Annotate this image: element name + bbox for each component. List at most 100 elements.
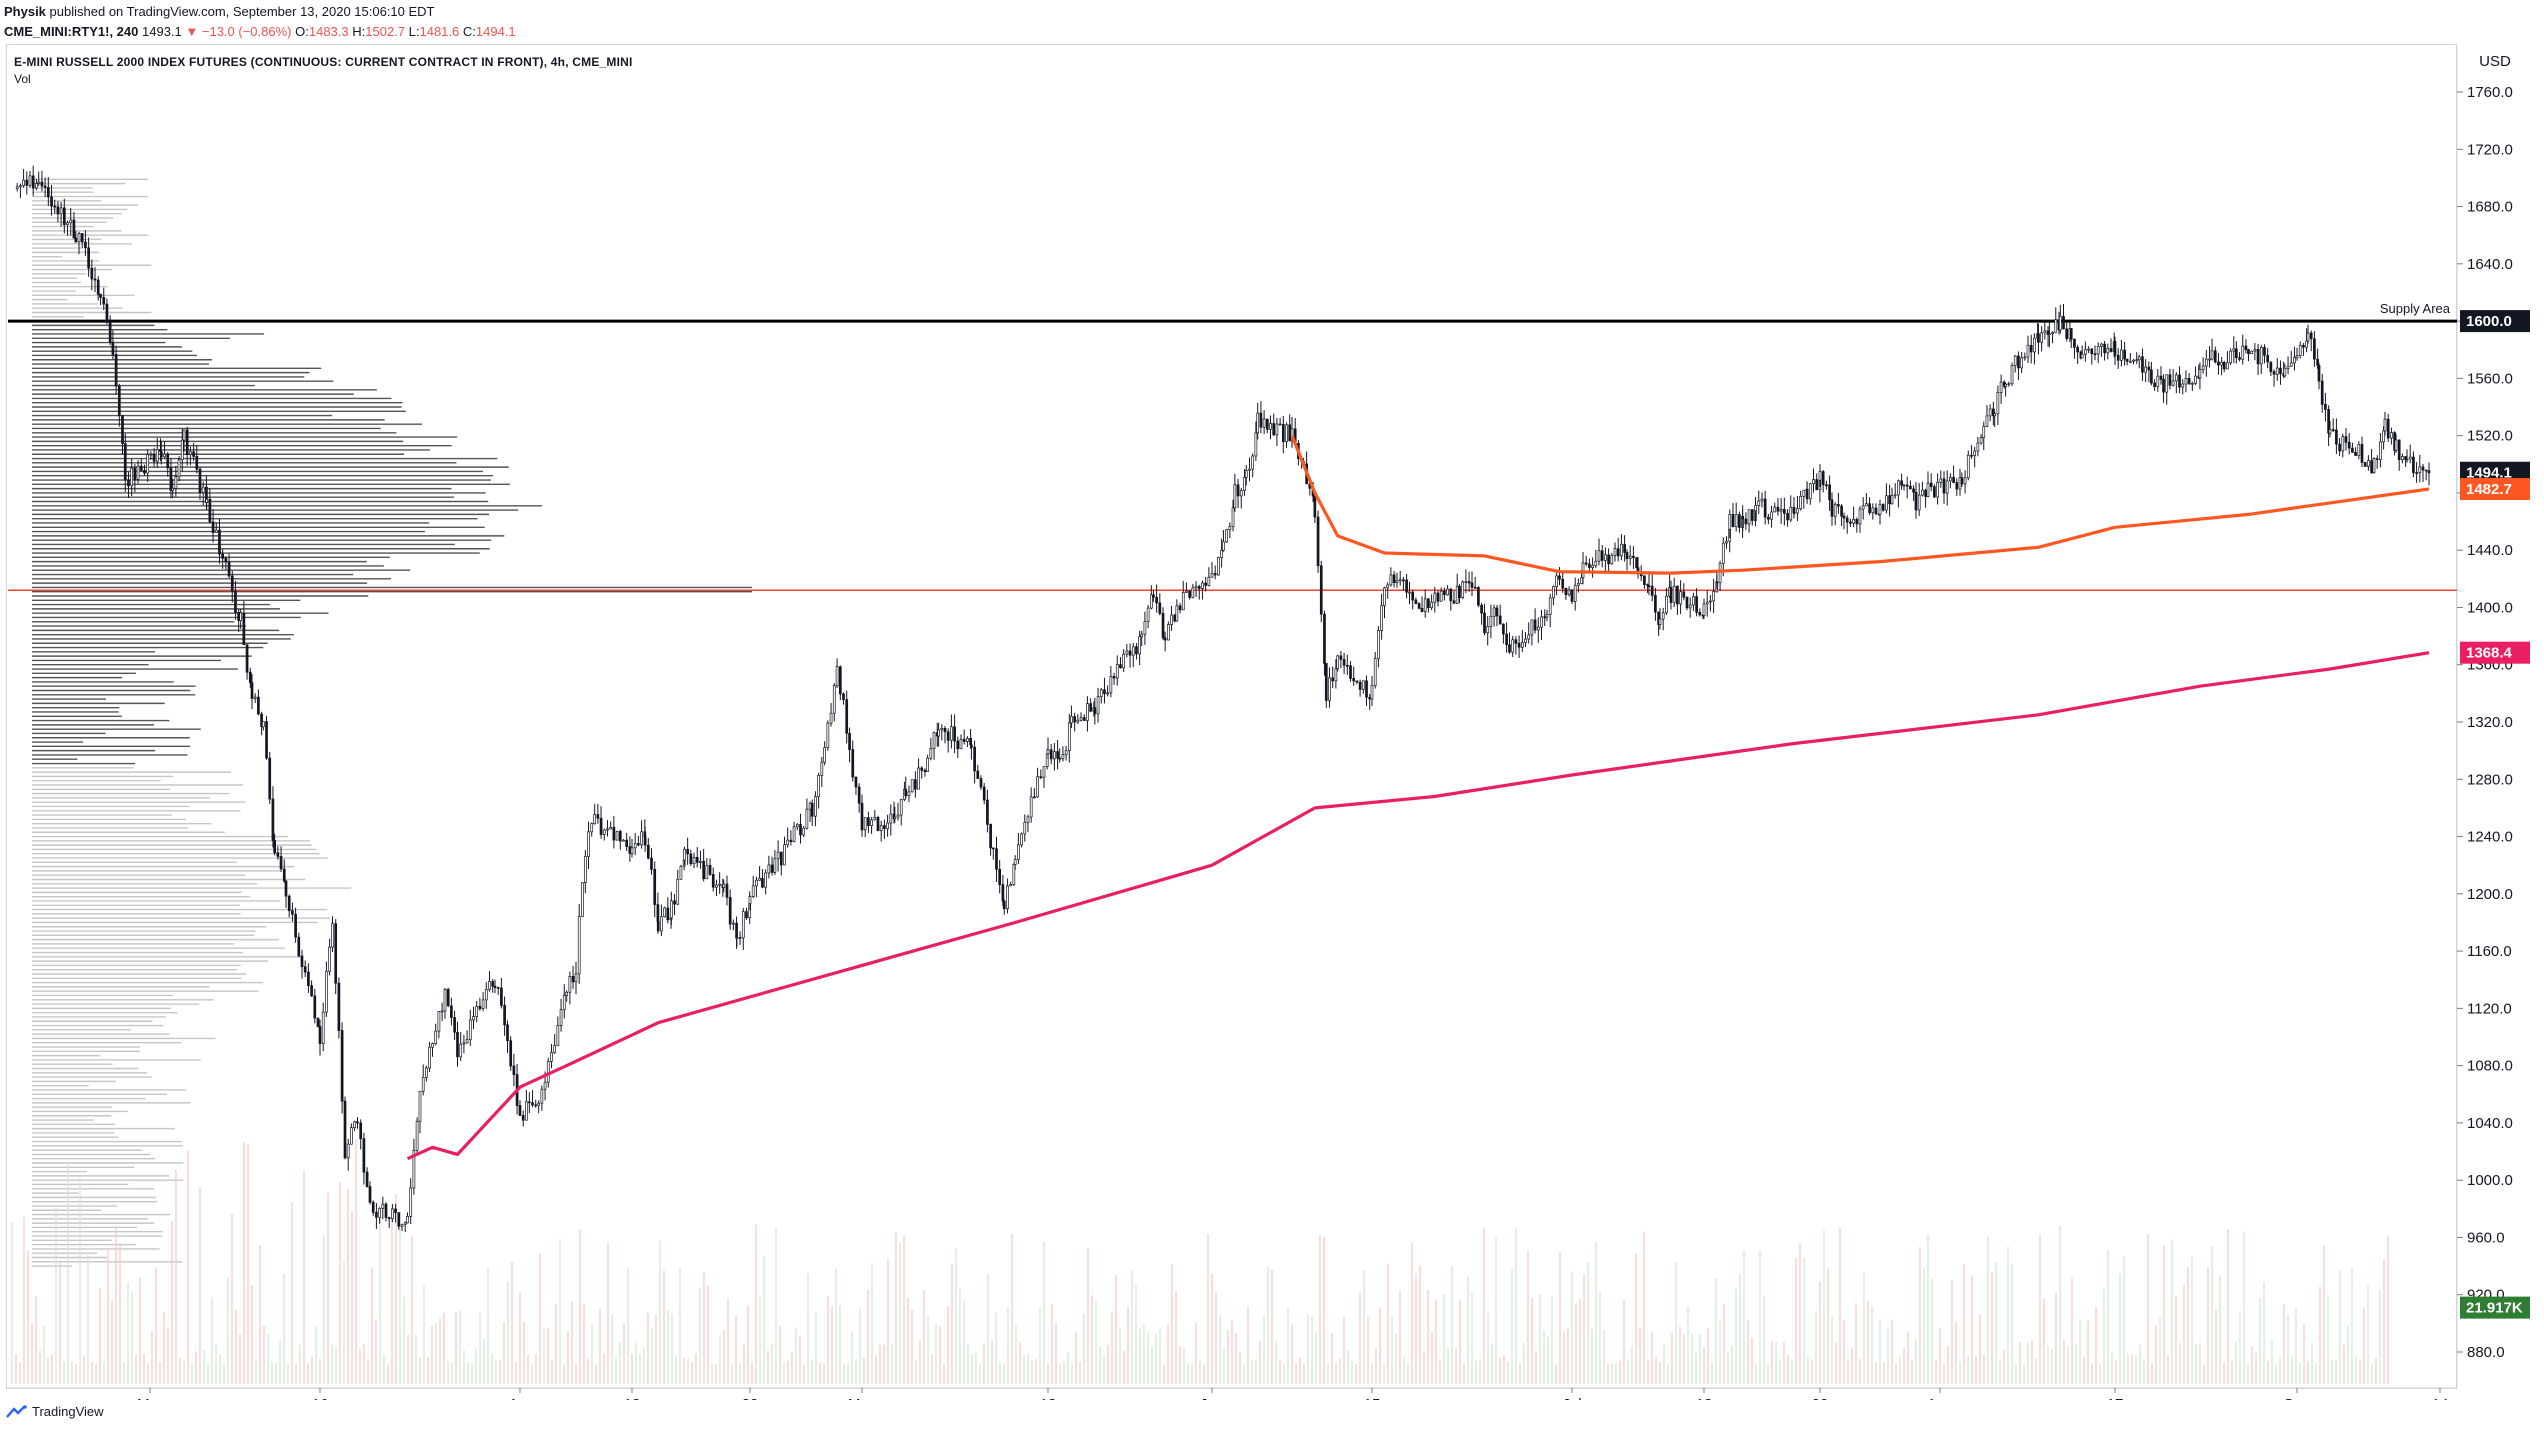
candle-body: [2073, 338, 2076, 348]
volume-study-label[interactable]: Vol: [14, 72, 31, 86]
candle-body: [1138, 636, 1142, 655]
candle-body: [230, 575, 234, 592]
tradingview-branding[interactable]: TradingView: [6, 1404, 104, 1419]
candle-body: [1370, 685, 1374, 700]
candle-body: [1520, 642, 1524, 648]
candle-body: [1926, 482, 1930, 497]
candle-body: [2232, 348, 2236, 352]
candle-body: [745, 911, 748, 919]
candle-body: [1361, 680, 1365, 690]
candle-body: [321, 1011, 325, 1044]
candle-body: [1233, 484, 1237, 509]
candle-body: [488, 981, 491, 990]
candle-body: [465, 1039, 469, 1044]
candle-body: [581, 882, 584, 917]
candle-body: [1897, 480, 1900, 496]
time-tick-label: Sep: [2284, 1396, 2311, 1400]
candle-body: [2372, 458, 2376, 473]
candle-body: [506, 1024, 509, 1042]
close-label: C:: [462, 24, 476, 39]
candle-body: [2210, 350, 2214, 360]
candle-body: [1128, 650, 1132, 656]
candle-body: [310, 985, 313, 997]
candle-body: [1225, 529, 1228, 543]
candle-body: [702, 860, 705, 880]
candle-body: [1036, 776, 1039, 798]
candle-body: [108, 321, 112, 343]
price-tick-label: 1080.0: [2467, 1058, 2513, 1075]
candle-body: [428, 1046, 431, 1069]
candle-body: [2415, 472, 2418, 474]
author-name[interactable]: Physik: [4, 4, 46, 19]
candle-body: [1658, 618, 1662, 625]
candle-body: [2007, 383, 2011, 386]
time-tick-label: Apr: [508, 1396, 531, 1400]
candle-body: [2370, 460, 2373, 473]
candle-body: [738, 937, 742, 939]
candle-body: [2174, 374, 2178, 382]
candle-body: [1042, 766, 1046, 778]
candle-body: [1757, 500, 1761, 506]
candle-body: [334, 923, 338, 984]
candle-body: [673, 900, 676, 905]
candle-body: [907, 791, 911, 797]
candle-body: [1852, 518, 1855, 524]
candle-body: [1140, 633, 1144, 638]
candle-body: [2096, 346, 2100, 355]
candle-body: [2320, 380, 2324, 405]
candle-body: [989, 823, 992, 849]
candle-body: [159, 451, 163, 458]
price-chart[interactable]: Supply Area USD 1760.0 1720.0 1680.0 1640.0 16…: [0, 0, 2544, 1400]
candle-body: [876, 817, 880, 832]
candle-body: [468, 1019, 472, 1040]
candle-body: [1625, 552, 1629, 559]
open-value: 1483.3: [308, 24, 349, 39]
candle-body: [174, 476, 178, 489]
candle-body: [599, 817, 603, 835]
candle-body: [1591, 565, 1594, 568]
candle-body: [218, 529, 221, 555]
candle-body: [1949, 477, 1952, 482]
candle-body: [19, 185, 22, 188]
candle-body: [1188, 590, 1192, 598]
candle-body: [353, 1121, 356, 1128]
candle-body: [59, 207, 63, 215]
candle-body: [1046, 749, 1050, 755]
candle-body: [185, 429, 189, 455]
candle-body: [1070, 716, 1073, 724]
candle-body: [2198, 369, 2202, 379]
candle-body: [929, 748, 933, 759]
symbol-label[interactable]: CME_MINI:RTY1!, 240: [4, 24, 139, 39]
candle-body: [1561, 578, 1565, 589]
candle-body: [114, 354, 118, 387]
candle-body: [622, 839, 625, 842]
candle-body: [1002, 900, 1006, 910]
candle-body: [982, 786, 986, 801]
candle-body: [1705, 601, 1709, 605]
candle-body: [896, 814, 900, 818]
candle-body: [271, 798, 275, 841]
publish-info: published on TradingView.com, September …: [49, 4, 435, 19]
candle-body: [1517, 642, 1521, 648]
candle-body: [1345, 664, 1349, 667]
candle-body: [1058, 757, 1062, 760]
candle-body: [879, 825, 883, 832]
candle-body: [893, 816, 897, 819]
candle-body: [1089, 703, 1092, 712]
candle-body: [689, 853, 693, 865]
candle-body: [346, 1143, 350, 1159]
candle-body: [1331, 677, 1335, 682]
candle-body: [1865, 503, 1868, 507]
candle-body: [375, 1212, 378, 1218]
candle-body: [1988, 408, 1992, 417]
low-label: L:: [408, 24, 420, 39]
candle-body: [1695, 596, 1698, 613]
candle-body: [297, 936, 301, 957]
time-tick-label: May: [848, 1396, 877, 1400]
series-title[interactable]: E-MINI RUSSELL 2000 INDEX FUTURES (CONTI…: [14, 55, 633, 69]
candle-body: [72, 219, 76, 239]
candle-body: [1076, 719, 1080, 723]
candle-body: [171, 488, 175, 491]
price-tick-label: 1000.0: [2467, 1172, 2513, 1189]
candle-body: [1073, 716, 1076, 723]
